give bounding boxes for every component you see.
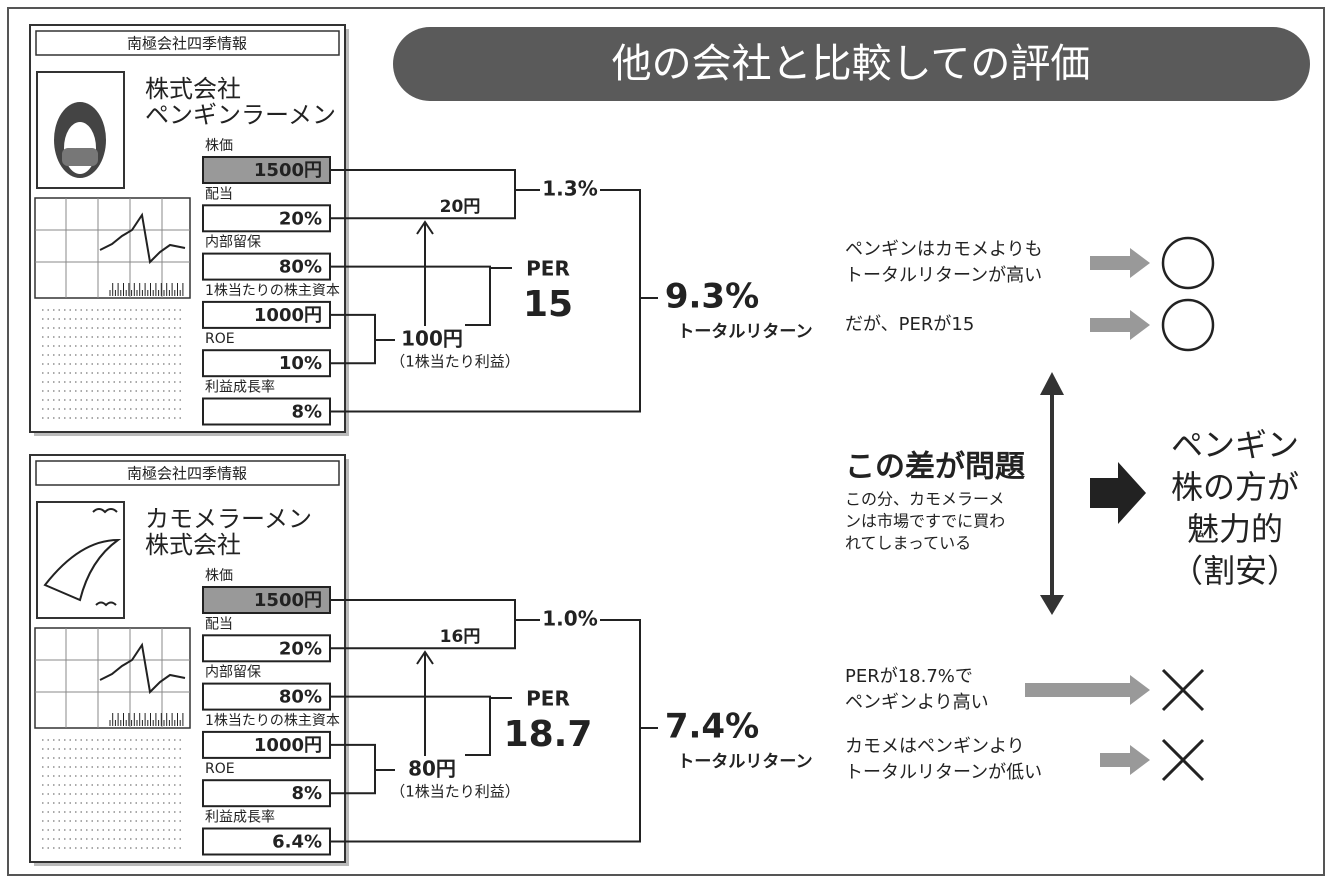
yield: 1.0% <box>542 607 597 631</box>
field-label: 内部留保 <box>205 665 261 681</box>
field-value: 1500円 <box>254 160 322 181</box>
field-value: 20% <box>279 638 322 659</box>
difference-title: この差が問題 <box>845 450 1025 485</box>
per-label: PER <box>526 687 570 711</box>
difference-text: ンは市場ですでに買わ <box>845 512 1005 531</box>
field-value: 20% <box>279 208 322 229</box>
conclusion: （割安） <box>1171 552 1299 590</box>
total-return: 9.3% <box>665 277 759 317</box>
difference-text: この分、カモメラーメ <box>845 490 1004 509</box>
field-label: 配当 <box>205 186 233 202</box>
field-label: 利益成長率 <box>205 809 275 826</box>
field-label: 1株当たりの株主資本 <box>205 713 340 729</box>
field-value: 80% <box>279 257 322 278</box>
evaluation-text: ペンギンより高い <box>845 692 989 713</box>
company-name: カモメラーメン <box>145 505 312 533</box>
difference-text: れてしまっている <box>845 534 971 553</box>
eps-note: （1株当たり利益） <box>390 353 520 371</box>
evaluation-text: ペンギンはカモメよりも <box>845 239 1043 260</box>
field-label: ROE <box>205 331 235 347</box>
company-name: 株式会社 <box>145 75 241 103</box>
evaluation-text: トータルリターンが低い <box>845 762 1042 783</box>
total-return-label: トータルリターン <box>677 322 812 342</box>
card-header: 南極会社四季情報 <box>127 35 247 53</box>
field-value: 1500円 <box>254 590 322 611</box>
evaluation-text: だが、PERが15 <box>845 314 974 335</box>
field-value: 1000円 <box>254 735 322 756</box>
field-value: 8% <box>291 783 322 804</box>
evaluation-text: PERが18.7%で <box>845 666 973 687</box>
conclusion: 魅力的 <box>1187 510 1283 548</box>
field-value: 8% <box>291 402 322 423</box>
field-label: ROE <box>205 761 235 777</box>
yield: 1.3% <box>542 177 597 201</box>
evaluation-text: カモメはペンギンより <box>845 736 1025 757</box>
company-name: ペンギンラーメン <box>145 101 336 129</box>
evaluation-text: トータルリターンが高い <box>845 265 1042 286</box>
total-return-label: トータルリターン <box>677 752 812 772</box>
diagram: 他の会社と比較しての評価 南極会社四季情報株式会社ペンギンラーメン株価1500円… <box>0 0 1332 883</box>
field-value: 1000円 <box>254 305 322 326</box>
eps: 100円 <box>401 327 463 351</box>
per-label: PER <box>526 257 570 281</box>
conclusion: 株の方が <box>1171 468 1299 506</box>
per: 18.7 <box>504 714 593 755</box>
card-header: 南極会社四季情報 <box>127 465 247 483</box>
field-value: 6.4% <box>272 832 322 853</box>
field-label: 株価 <box>205 568 233 584</box>
title: 他の会社と比較しての評価 <box>612 41 1091 87</box>
field-label: 内部留保 <box>205 235 261 251</box>
field-label: 株価 <box>205 138 233 154</box>
field-value: 80% <box>279 687 322 708</box>
per: 15 <box>523 284 573 325</box>
field-value: 10% <box>279 353 322 374</box>
conclusion: ペンギン <box>1171 426 1299 464</box>
dividend: 20円 <box>440 197 481 217</box>
field-label: 配当 <box>205 616 233 632</box>
total-return: 7.4% <box>665 707 759 747</box>
eps: 80円 <box>408 757 456 781</box>
dividend: 16円 <box>440 627 481 647</box>
eps-note: （1株当たり利益） <box>390 783 520 801</box>
field-label: 利益成長率 <box>205 379 275 396</box>
field-label: 1株当たりの株主資本 <box>205 283 340 299</box>
penguin-bowl <box>62 148 98 166</box>
company-name: 株式会社 <box>145 531 241 559</box>
